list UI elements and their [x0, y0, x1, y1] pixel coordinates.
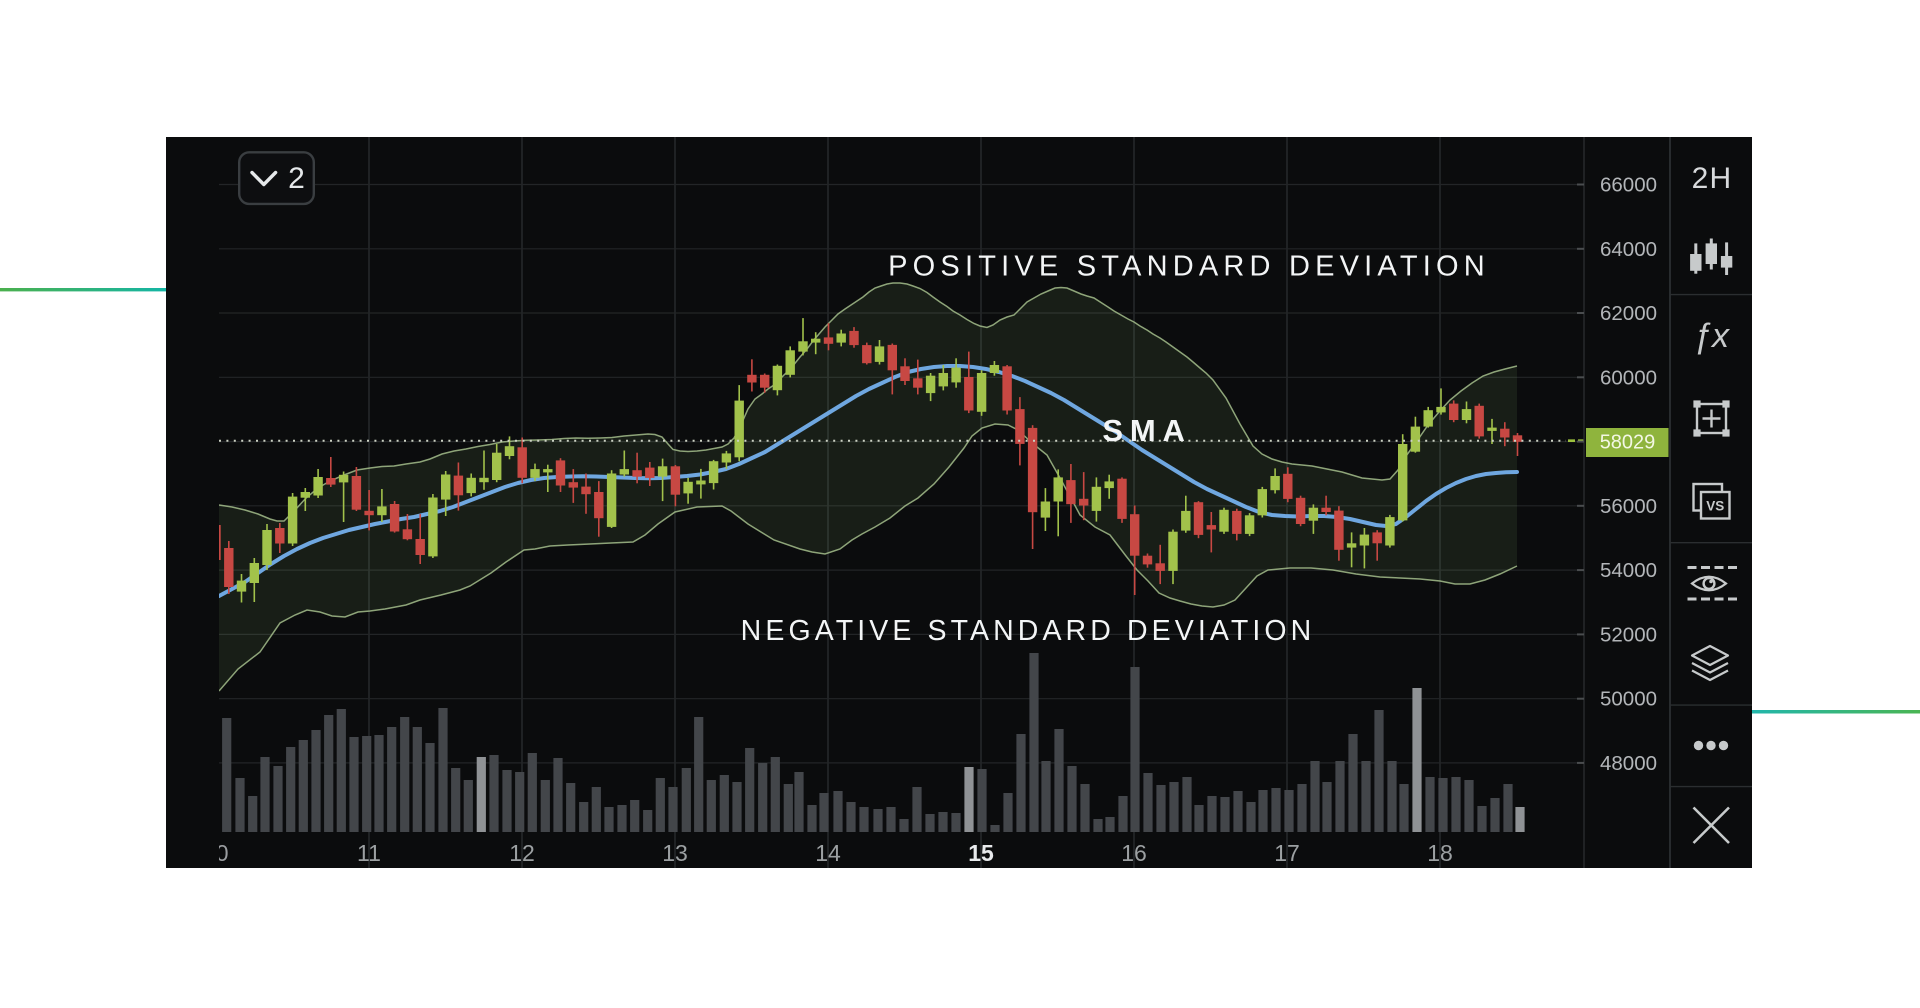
svg-text:VS: VS: [1706, 499, 1724, 514]
svg-text:48000: 48000: [1600, 752, 1657, 775]
svg-text:58029: 58029: [1600, 432, 1656, 454]
svg-text:POSITIVE STANDARD DEVIATION: POSITIVE STANDARD DEVIATION: [888, 251, 1490, 283]
svg-text:62000: 62000: [1600, 302, 1657, 325]
svg-text:52000: 52000: [1600, 623, 1657, 646]
svg-text:ƒx: ƒx: [1693, 317, 1730, 356]
svg-text:11: 11: [357, 840, 381, 866]
svg-text:16: 16: [1121, 840, 1147, 866]
svg-text:54000: 54000: [1600, 559, 1657, 582]
svg-text:12: 12: [509, 840, 535, 866]
svg-text:13: 13: [662, 840, 688, 866]
svg-text:50000: 50000: [1600, 688, 1657, 711]
svg-text:60000: 60000: [1600, 366, 1657, 389]
svg-text:10: 10: [203, 840, 229, 866]
svg-text:SMA: SMA: [1102, 413, 1191, 448]
svg-text:2: 2: [288, 162, 305, 195]
svg-text:64000: 64000: [1600, 238, 1657, 261]
svg-text:14: 14: [815, 840, 841, 866]
svg-text:66000: 66000: [1600, 174, 1657, 197]
svg-text:18: 18: [1427, 840, 1453, 866]
svg-text:15: 15: [968, 840, 994, 866]
svg-text:17: 17: [1274, 840, 1300, 866]
svg-text:2H: 2H: [1692, 162, 1733, 195]
svg-text:NEGATIVE STANDARD DEVIATION: NEGATIVE STANDARD DEVIATION: [741, 615, 1316, 647]
svg-text:56000: 56000: [1600, 495, 1657, 518]
